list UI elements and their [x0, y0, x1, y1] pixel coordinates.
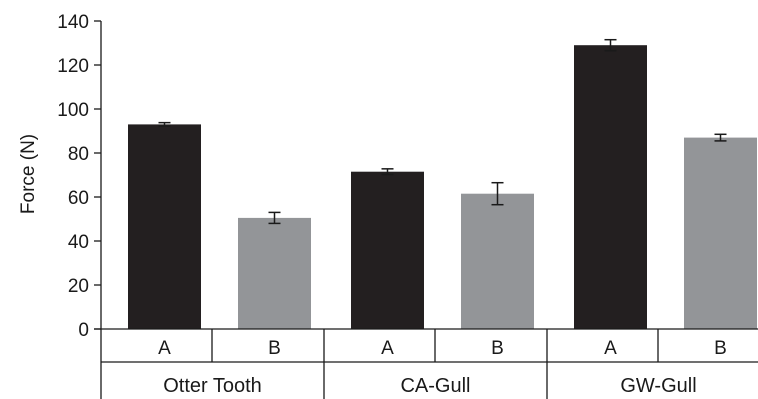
bar — [351, 171, 424, 329]
bars — [128, 38, 757, 330]
y-tick-label: 0 — [78, 320, 89, 341]
bar — [574, 45, 647, 329]
x-category-label: B — [268, 338, 281, 359]
y-tick-label: 120 — [57, 56, 89, 77]
y-tick-label: 20 — [68, 276, 89, 297]
x-category-label: A — [381, 338, 394, 359]
x-group-label: CA-Gull — [400, 375, 470, 397]
bar — [128, 124, 201, 330]
bar — [684, 137, 757, 329]
bar — [238, 217, 311, 329]
y-tick-label: 60 — [68, 188, 89, 209]
y-tick-label: 140 — [57, 12, 89, 33]
y-axis: 0 20 40 60 80 100 120 140 — [57, 12, 102, 341]
y-tick-label: 40 — [68, 232, 89, 253]
x-category-label: B — [714, 338, 727, 359]
x-group-label: Otter Tooth — [163, 375, 262, 397]
y-tick-label: 100 — [57, 100, 89, 121]
x-group-label: GW-Gull — [620, 375, 696, 397]
bar — [461, 193, 534, 329]
y-axis-label: Force (N) — [18, 134, 39, 214]
x-category-label: A — [158, 338, 171, 359]
x-category-label: B — [491, 338, 504, 359]
x-category-label: A — [604, 338, 617, 359]
y-tick-label: 80 — [68, 144, 89, 165]
x-axis: A B Otter Tooth A B CA-Gull A B GW-Gull — [94, 328, 758, 399]
